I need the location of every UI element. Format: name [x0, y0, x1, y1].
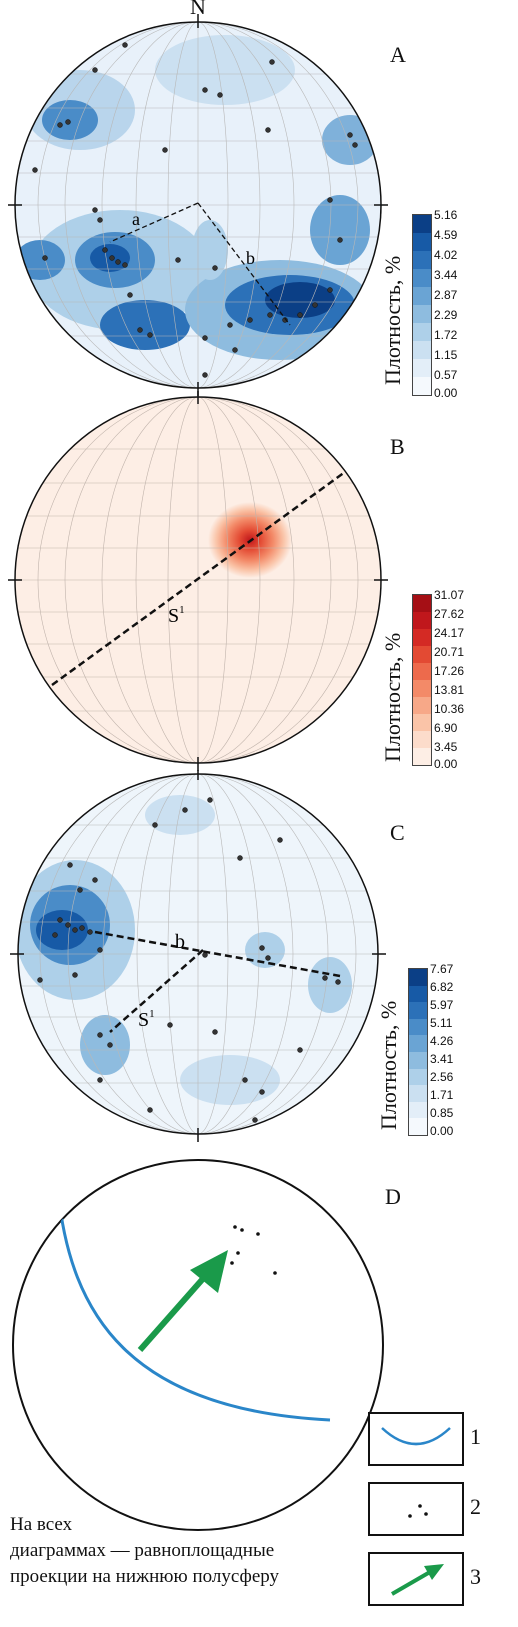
- note-line-3: проекции на нижнюю полусферу: [10, 1566, 279, 1587]
- density-contours-a: [15, 22, 381, 388]
- line-b-label-c: b: [175, 931, 185, 953]
- colorbar-a-title: Плотность, %: [380, 255, 405, 385]
- colorbar-a-tick: 1.72: [434, 328, 458, 342]
- great-circle-arc-icon: [381, 1427, 451, 1446]
- colorbar-a-tick: 5.16: [434, 208, 458, 222]
- line-a-b: [109, 202, 291, 326]
- colorbar-b-tick: 27.62: [434, 607, 465, 621]
- vector-arrow-d: [137, 1250, 228, 1352]
- great-circle-arc: [56, 1189, 331, 1422]
- data-points-a: [32, 42, 358, 378]
- legend-item-2: [368, 1482, 464, 1536]
- colorbar-b-title: Плотность, %: [380, 632, 405, 762]
- net-grid-c: [18, 774, 378, 1134]
- colorbar-a-tick: 4.02: [434, 248, 458, 262]
- colorbar-c-tick: 4.26: [430, 1034, 454, 1048]
- line-b-label: b: [246, 248, 255, 268]
- note-line-1: На всех: [10, 1514, 73, 1535]
- colorbar-a-tick: 0.57: [434, 368, 458, 382]
- colorbar-b-tick: 0.00: [434, 757, 458, 771]
- colorbar-c-tick: 0.00: [430, 1124, 454, 1138]
- panel-c-letter: C: [390, 820, 405, 845]
- colorbar-a-tick: 0.00: [434, 386, 458, 400]
- s1-label-b: S1: [168, 604, 185, 627]
- legend-num-2: 2: [470, 1494, 481, 1519]
- colorbar-a-tick: 4.59: [434, 228, 458, 242]
- colorbar-b: [412, 594, 432, 766]
- stereonet-d: [12, 1159, 384, 1531]
- colorbar-b-tick: 24.17: [434, 626, 465, 640]
- colorbar-a-tick: 2.87: [434, 288, 458, 302]
- colorbar-a-tick: 1.15: [434, 348, 458, 362]
- panel-b-letter: B: [390, 434, 405, 459]
- colorbar-b-tick: 6.90: [434, 721, 458, 735]
- dots-icon: [408, 1504, 428, 1518]
- note-line-2: диаграммах — равноплощадные: [10, 1540, 275, 1561]
- planes-c: [94, 930, 341, 1033]
- colorbar-b-tick: 13.81: [434, 683, 465, 697]
- stereonet-a: a b: [8, 14, 388, 396]
- colorbar-b-tick: 31.07: [434, 588, 465, 602]
- legend-item-3: [368, 1552, 464, 1606]
- panel-d-letter: D: [385, 1184, 401, 1209]
- colorbar-c-tick: 2.56: [430, 1070, 454, 1084]
- colorbar-b-tick: 20.71: [434, 645, 465, 659]
- data-points-c: [37, 797, 341, 1123]
- colorbar-c-title: Плотность, %: [376, 1000, 401, 1130]
- colorbar-b-tick: 10.36: [434, 702, 465, 716]
- legend-num-1: 1: [470, 1424, 481, 1449]
- plane-s1-b: [51, 470, 346, 687]
- north-label: N: [190, 0, 206, 19]
- colorbar-c-tick: 5.11: [430, 1016, 453, 1030]
- colorbar-c-tick: 6.82: [430, 980, 454, 994]
- colorbar-c: [408, 968, 428, 1136]
- colorbar-c-tick: 7.67: [430, 962, 454, 976]
- colorbar-c-tick: 0.85: [430, 1106, 454, 1120]
- data-dots-d: [230, 1225, 277, 1275]
- colorbar-a-tick: 2.29: [434, 308, 458, 322]
- colorbar-a-tick: 3.44: [434, 268, 458, 282]
- colorbar-c-tick: 3.41: [430, 1052, 454, 1066]
- density-contours-c: [18, 774, 378, 1134]
- colorbar-a: [412, 214, 432, 396]
- colorbar-b-tick: 17.26: [434, 664, 465, 678]
- stereonet-b: S1: [8, 391, 388, 771]
- legend-num-3: 3: [470, 1564, 481, 1589]
- colorbar-c-tick: 5.97: [430, 998, 454, 1012]
- colorbar-b-tick: 3.45: [434, 740, 458, 754]
- net-grid-a: [15, 22, 381, 388]
- stereonet-c: b S1: [10, 770, 386, 1142]
- legend-item-1: [368, 1412, 464, 1466]
- line-a-label: a: [132, 209, 140, 229]
- s1-label-c: S1: [138, 1008, 155, 1031]
- panel-a-letter: A: [390, 42, 406, 67]
- arrow-icon: [390, 1564, 444, 1596]
- colorbar-c-tick: 1.71: [430, 1088, 454, 1102]
- net-grid-b: [15, 397, 381, 763]
